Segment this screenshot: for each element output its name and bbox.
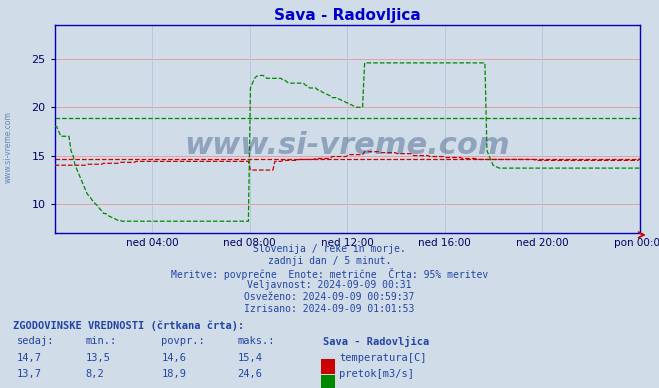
- Text: 24,6: 24,6: [237, 369, 262, 379]
- Text: Sava - Radovljica: Sava - Radovljica: [323, 336, 429, 346]
- Text: Veljavnost: 2024-09-09 00:31: Veljavnost: 2024-09-09 00:31: [247, 280, 412, 290]
- Text: pretok[m3/s]: pretok[m3/s]: [339, 369, 415, 379]
- Text: min.:: min.:: [86, 336, 117, 346]
- Text: Meritve: povprečne  Enote: metrične  Črta: 95% meritev: Meritve: povprečne Enote: metrične Črta:…: [171, 268, 488, 280]
- Text: 13,7: 13,7: [16, 369, 42, 379]
- Text: 13,5: 13,5: [86, 353, 111, 363]
- Text: 18,9: 18,9: [161, 369, 186, 379]
- Text: 14,7: 14,7: [16, 353, 42, 363]
- Title: Sava - Radovljica: Sava - Radovljica: [274, 8, 420, 23]
- Text: 14,6: 14,6: [161, 353, 186, 363]
- Text: zadnji dan / 5 minut.: zadnji dan / 5 minut.: [268, 256, 391, 266]
- Text: 15,4: 15,4: [237, 353, 262, 363]
- Text: www.si-vreme.com: www.si-vreme.com: [185, 131, 510, 160]
- Text: sedaj:: sedaj:: [16, 336, 54, 346]
- Text: Osveženo: 2024-09-09 00:59:37: Osveženo: 2024-09-09 00:59:37: [244, 292, 415, 302]
- Text: www.si-vreme.com: www.si-vreme.com: [3, 111, 13, 184]
- Text: maks.:: maks.:: [237, 336, 275, 346]
- Text: Slovenija / reke in morje.: Slovenija / reke in morje.: [253, 244, 406, 254]
- Text: ZGODOVINSKE VREDNOSTI (črtkana črta):: ZGODOVINSKE VREDNOSTI (črtkana črta):: [13, 320, 244, 331]
- Text: Izrisano: 2024-09-09 01:01:53: Izrisano: 2024-09-09 01:01:53: [244, 304, 415, 314]
- Text: temperatura[C]: temperatura[C]: [339, 353, 427, 363]
- Text: povpr.:: povpr.:: [161, 336, 205, 346]
- Text: 8,2: 8,2: [86, 369, 104, 379]
